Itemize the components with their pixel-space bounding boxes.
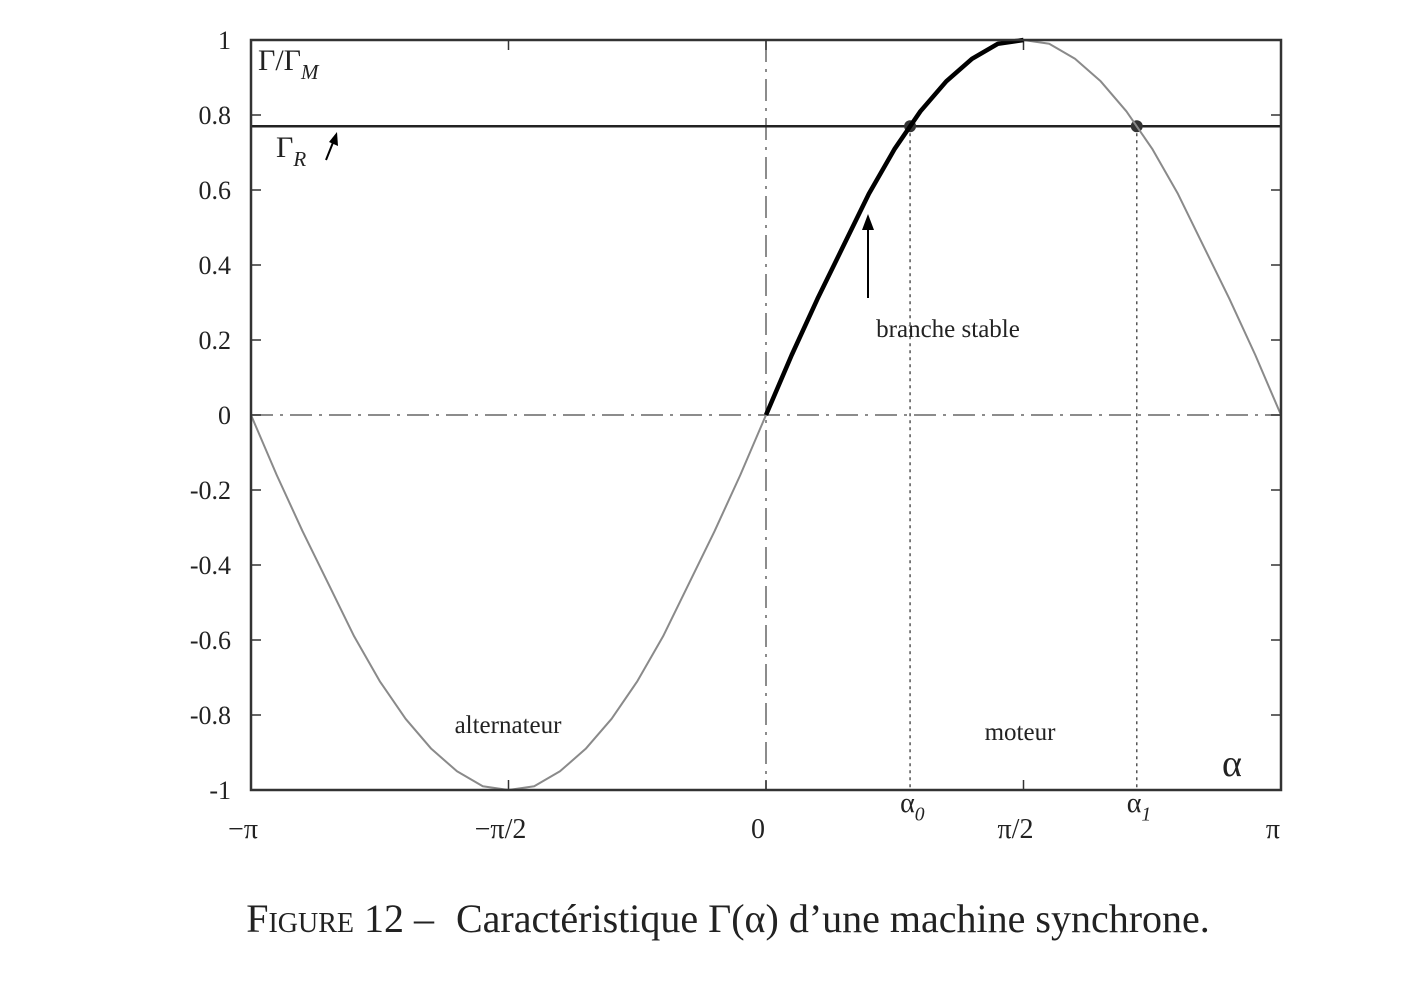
y-axis-label-sub: M: [300, 60, 320, 84]
annotation: moteur: [985, 719, 1056, 746]
caption-text: Caractéristique Γ(α) d’une machine synch…: [456, 896, 1210, 941]
x-tick-label: −π: [228, 814, 258, 845]
annotation-arrowhead: [862, 214, 874, 230]
reference-label-sub: R: [292, 147, 306, 171]
y-tick-label: 0.6: [199, 176, 232, 205]
y-tick-label: -0.8: [190, 701, 231, 730]
caption-figure: Figure 12 –: [246, 896, 435, 941]
annotation: alternateur: [455, 712, 563, 739]
x-tick-label: π/2: [998, 814, 1034, 845]
y-axis-label-main: Γ/Γ: [258, 44, 301, 77]
curve: [763, 37, 1024, 416]
y-tick-label: 0: [218, 401, 231, 430]
annotation: branche stable: [876, 316, 1020, 343]
y-tick-label: 1: [218, 26, 231, 55]
x-tick-label: −π/2: [475, 814, 527, 845]
annotation-arrowhead: [329, 132, 338, 146]
reference-label: ΓR: [276, 131, 306, 171]
caption: Figure 12 – Caractéristique Γ(α) d’une ma…: [246, 896, 1210, 941]
point-label-sub: 1: [1141, 804, 1151, 825]
plot: 1 0.8 0.6 0.4 0.2 0 -0.2 -0.4 -0.6 -0.8 -1 −π −π/2 0 π…: [190, 26, 1283, 845]
reference-label-main: Γ: [276, 131, 293, 164]
x-tick-label: 0: [751, 814, 765, 845]
x-tick-label: π: [1266, 814, 1280, 845]
y-tick-label: -0.4: [190, 551, 231, 580]
y-tick-label: -0.6: [190, 626, 231, 655]
point-label-main: α: [900, 788, 915, 819]
point-label: α1: [1127, 788, 1151, 825]
y-tick-label: 0.2: [199, 326, 232, 355]
point-label-main: α: [1127, 788, 1142, 819]
y-tick-label: 0.8: [199, 101, 232, 130]
y-tick-label: 0.4: [199, 251, 232, 280]
point-label: α0: [900, 788, 925, 825]
plot-frame: [249, 38, 1283, 792]
y-tick-label: -1: [209, 776, 231, 805]
x-axis-label: α: [1222, 743, 1242, 785]
y-tick-label: -0.2: [190, 476, 231, 505]
point-label-sub: 0: [915, 804, 925, 825]
y-axis-label: Γ/ΓM: [258, 44, 320, 84]
